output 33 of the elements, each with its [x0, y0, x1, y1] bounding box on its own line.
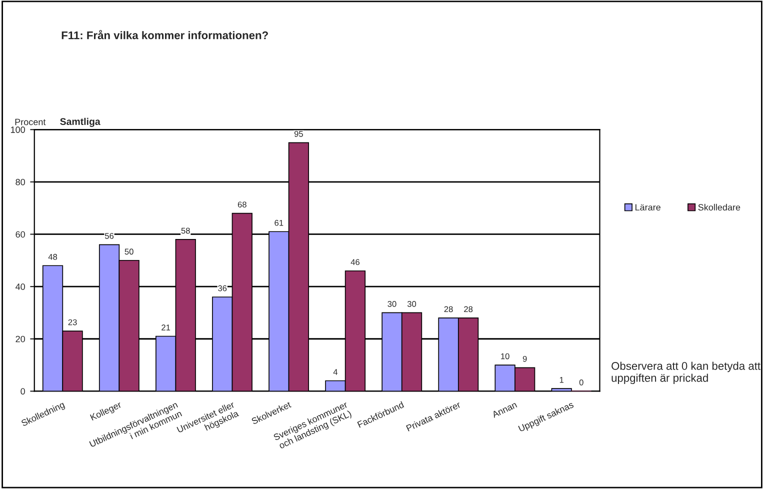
data-label: 10: [501, 353, 510, 360]
x-tick-label: Annan: [491, 401, 518, 418]
y-tick-label: 40: [16, 284, 25, 290]
legend-label: Skolledare: [698, 204, 740, 211]
data-label: 23: [68, 319, 77, 326]
data-label: 0: [579, 379, 584, 386]
data-label: 4: [333, 369, 338, 375]
data-label: 21: [162, 324, 170, 330]
y-tick-label: 100: [10, 126, 25, 133]
y-axis-title: Procent: [15, 118, 46, 126]
data-label: 1: [560, 376, 564, 383]
y-tick-label: 20: [16, 336, 25, 342]
y-tick-label: 60: [16, 231, 25, 238]
legend-label: Lärare: [635, 204, 660, 211]
data-label: 46: [350, 259, 360, 266]
data-label: 9: [522, 356, 527, 362]
y-tick-label: 0: [20, 388, 25, 395]
text: Observera att 0 kan betyda att uppgiften är prickad: [612, 362, 760, 384]
data-label: 58: [181, 228, 190, 234]
data-label: 36: [218, 285, 227, 292]
data-label: 30: [407, 301, 416, 307]
data-label: 95: [294, 130, 303, 137]
chart-title: F11: Från vilka kommer informationen?: [62, 30, 268, 40]
data-label: 61: [274, 220, 284, 226]
data-label: 56: [104, 232, 114, 239]
data-label: 28: [444, 306, 453, 312]
data-label: 28: [464, 306, 473, 312]
data-label: 68: [238, 202, 246, 208]
y-tick-label: 80: [16, 178, 25, 186]
chart-subtitle: Samtliga: [60, 118, 100, 127]
data-label: 48: [48, 254, 58, 260]
data-label: 30: [388, 301, 396, 307]
data-label: 50: [124, 248, 134, 255]
